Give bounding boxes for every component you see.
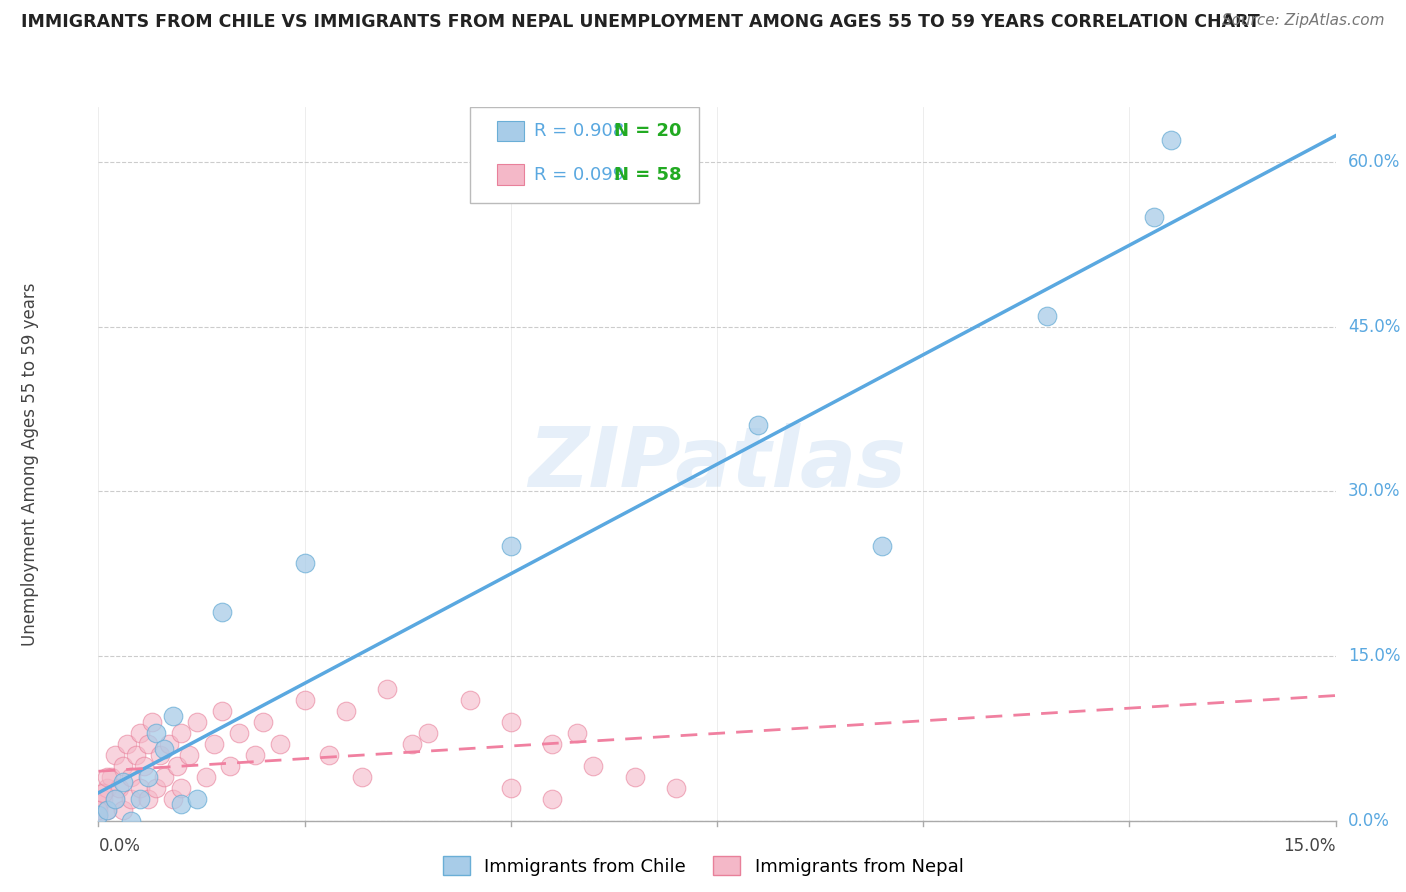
Point [202, 737, 225, 751]
Legend: Immigrants from Chile, Immigrants from Nepal: Immigrants from Chile, Immigrants from N… [436, 849, 970, 883]
Point [132, 758, 155, 772]
Point [170, 780, 193, 795]
Point [153, 770, 176, 784]
Point [141, 714, 163, 729]
Point [108, 780, 131, 795]
Point [186, 791, 208, 805]
Point [112, 775, 135, 789]
Point [104, 747, 127, 762]
Point [219, 758, 242, 772]
Text: ZIPatlas: ZIPatlas [529, 424, 905, 504]
Point [1036, 309, 1059, 323]
Text: N = 20: N = 20 [614, 122, 682, 140]
Point [87, 803, 110, 817]
Text: R = 0.099: R = 0.099 [534, 166, 636, 184]
Point [136, 737, 159, 751]
Point [120, 770, 142, 784]
Text: 0.0%: 0.0% [1348, 812, 1391, 830]
Point [120, 791, 142, 805]
Point [104, 791, 127, 805]
FancyBboxPatch shape [470, 107, 699, 203]
Point [96, 780, 118, 795]
Point [136, 791, 159, 805]
Point [623, 770, 645, 784]
Point [243, 747, 266, 762]
Point [541, 737, 564, 751]
Point [186, 714, 208, 729]
Point [157, 737, 180, 751]
Point [665, 780, 688, 795]
Point [211, 704, 233, 718]
Text: Unemployment Among Ages 55 to 59 years: Unemployment Among Ages 55 to 59 years [21, 282, 39, 646]
Point [352, 770, 374, 784]
Text: 45.0%: 45.0% [1348, 318, 1400, 335]
FancyBboxPatch shape [496, 121, 524, 141]
Point [87, 797, 110, 812]
Text: IMMIGRANTS FROM CHILE VS IMMIGRANTS FROM NEPAL UNEMPLOYMENT AMONG AGES 55 TO 59 : IMMIGRANTS FROM CHILE VS IMMIGRANTS FROM… [21, 13, 1260, 31]
Point [252, 714, 274, 729]
Text: 0.0%: 0.0% [98, 837, 141, 855]
Point [87, 808, 110, 822]
Point [91, 786, 114, 800]
Point [335, 704, 357, 718]
Point [91, 791, 114, 805]
Point [128, 726, 150, 740]
Point [401, 737, 423, 751]
Text: N = 58: N = 58 [614, 166, 682, 184]
Point [120, 814, 142, 828]
Point [499, 539, 522, 553]
Point [162, 791, 184, 805]
Point [294, 556, 316, 570]
Point [96, 770, 118, 784]
Text: 15.0%: 15.0% [1348, 647, 1400, 665]
Text: 15.0%: 15.0% [1284, 837, 1336, 855]
Point [87, 808, 110, 822]
Point [582, 758, 605, 772]
Text: 60.0%: 60.0% [1348, 153, 1400, 171]
Point [112, 758, 135, 772]
Text: R = 0.908: R = 0.908 [534, 122, 636, 140]
Point [375, 681, 398, 696]
Point [117, 737, 139, 751]
Point [149, 747, 172, 762]
Point [145, 726, 167, 740]
Point [170, 797, 193, 812]
Point [499, 714, 522, 729]
Point [162, 709, 184, 723]
Point [211, 605, 233, 619]
Point [318, 747, 340, 762]
Point [1143, 210, 1166, 224]
FancyBboxPatch shape [496, 164, 524, 185]
Point [166, 758, 188, 772]
Point [747, 418, 769, 433]
Point [269, 737, 291, 751]
Point [870, 539, 893, 553]
Point [128, 780, 150, 795]
Point [458, 693, 481, 707]
Point [136, 770, 159, 784]
Point [96, 803, 118, 817]
Point [499, 780, 522, 795]
Point [153, 742, 176, 756]
Point [100, 770, 122, 784]
Point [194, 770, 217, 784]
Point [112, 803, 135, 817]
Point [228, 726, 250, 740]
Point [145, 780, 167, 795]
Point [170, 726, 193, 740]
Point [179, 747, 201, 762]
Point [294, 693, 316, 707]
Point [541, 791, 564, 805]
Point [1160, 133, 1182, 147]
Text: Source: ZipAtlas.com: Source: ZipAtlas.com [1222, 13, 1385, 29]
Point [128, 791, 150, 805]
Point [418, 726, 440, 740]
Point [104, 791, 127, 805]
Text: 30.0%: 30.0% [1348, 483, 1400, 500]
Point [124, 747, 146, 762]
Point [565, 726, 588, 740]
Point [96, 803, 118, 817]
